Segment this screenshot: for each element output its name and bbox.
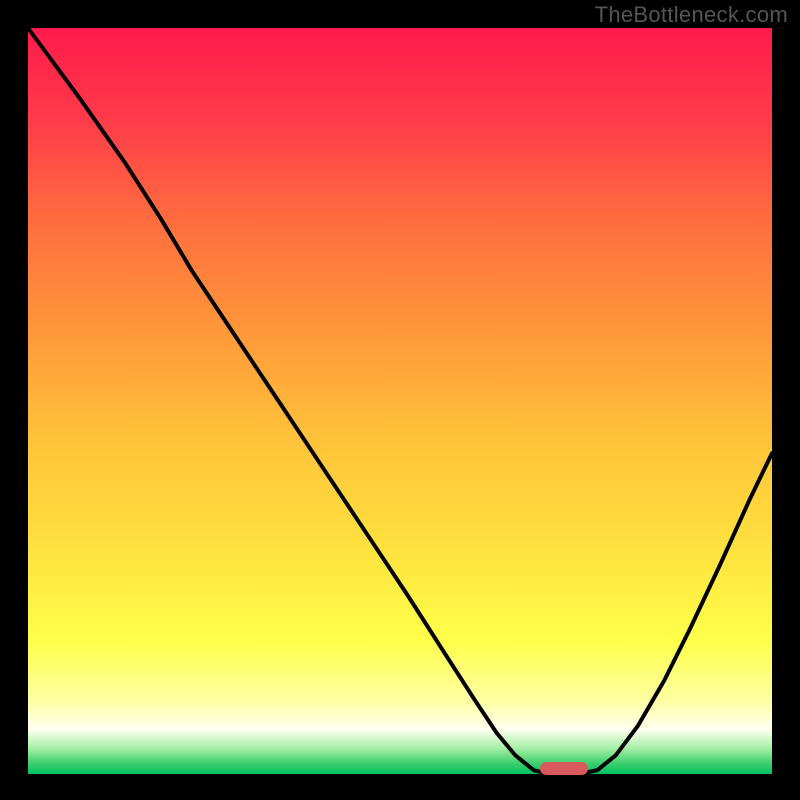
stage: TheBottleneck.com <box>0 0 800 800</box>
watermark-text: TheBottleneck.com <box>595 2 788 28</box>
optimal-marker <box>540 762 588 775</box>
bottleneck-curve <box>28 28 772 774</box>
curve-layer <box>0 0 800 800</box>
